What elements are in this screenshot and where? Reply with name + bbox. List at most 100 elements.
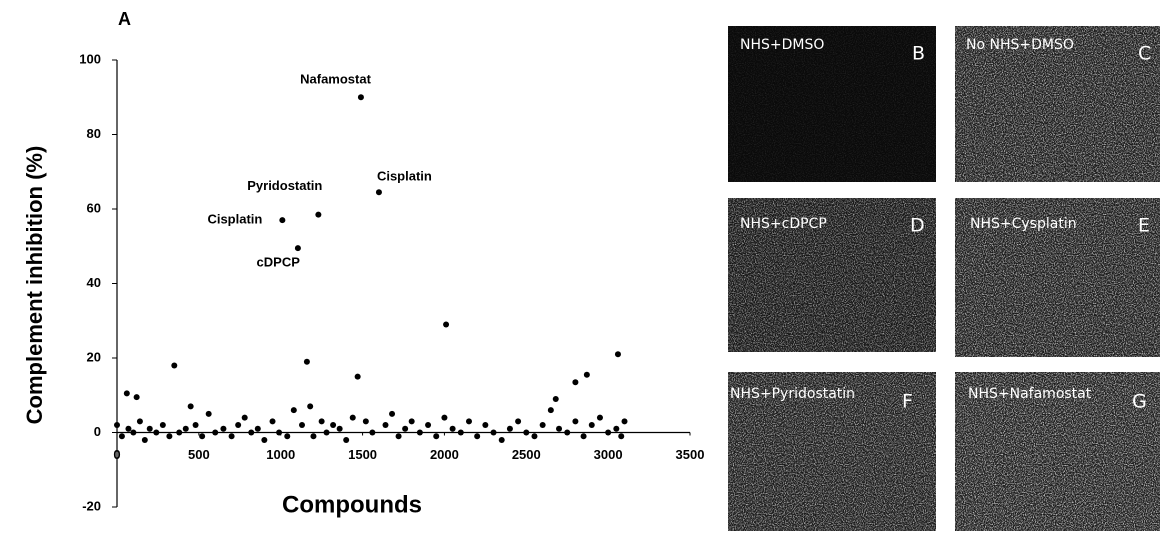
data-point <box>294 245 301 252</box>
data-point <box>547 407 554 414</box>
panel-letter: G <box>1132 391 1147 413</box>
data-point <box>498 436 505 443</box>
annotation: Pyridostatin <box>247 178 322 193</box>
y-tick-label: 40 <box>87 275 101 290</box>
data-point <box>362 418 369 425</box>
data-point <box>395 433 402 440</box>
data-point <box>375 189 382 196</box>
data-point <box>141 436 148 443</box>
image-noise <box>955 372 1160 531</box>
data-point <box>389 410 396 417</box>
y-axis-title: Complement inhibition (%) <box>22 146 47 425</box>
panel-caption: NHS+cDPCP <box>740 216 827 232</box>
data-point <box>153 429 160 436</box>
data-point <box>241 414 248 421</box>
panel-label: A <box>118 9 131 29</box>
data-point <box>146 425 153 432</box>
x-axis-title: Compounds <box>282 491 422 518</box>
image-noise <box>955 26 1160 182</box>
data-point <box>290 407 297 414</box>
x-tick-label: 3000 <box>594 447 623 462</box>
data-point <box>523 429 530 436</box>
data-point <box>315 211 322 218</box>
image-noise <box>955 198 1160 357</box>
data-point <box>583 371 590 378</box>
data-point <box>336 425 343 432</box>
data-point <box>303 358 310 365</box>
annotation: Cisplatin <box>377 169 432 184</box>
panel-caption: NHS+Cysplatin <box>970 216 1077 232</box>
data-point <box>449 425 456 432</box>
image-noise <box>728 372 936 531</box>
data-point <box>220 425 227 432</box>
data-point <box>182 425 189 432</box>
data-point <box>254 425 261 432</box>
data-point <box>284 433 291 440</box>
data-point <box>614 351 621 358</box>
data-point <box>588 422 595 429</box>
data-point <box>123 390 130 397</box>
data-point <box>369 429 376 436</box>
data-point <box>482 422 489 429</box>
panel: NHS+cDPCP D <box>728 198 936 352</box>
y-tick-label: -20 <box>82 498 101 513</box>
data-point <box>307 403 314 410</box>
data-point <box>248 429 255 436</box>
data-point <box>330 422 337 429</box>
data-point <box>130 429 137 436</box>
panel: No NHS+DMSO C <box>955 26 1160 182</box>
data-point <box>125 425 132 432</box>
data-point <box>228 433 235 440</box>
panel: NHS+Pyridostatin F <box>728 372 936 531</box>
data-point <box>618 433 625 440</box>
panel-letter: E <box>1138 215 1150 237</box>
data-point <box>269 418 276 425</box>
data-point <box>441 414 448 421</box>
y-tick-label: 0 <box>94 424 101 439</box>
data-point <box>349 414 356 421</box>
panel-caption: NHS+Pyridostatin <box>730 386 855 402</box>
y-tick-label: 20 <box>87 349 101 364</box>
annotation: Nafamostat <box>300 72 371 87</box>
x-tick-label: 3500 <box>676 447 705 462</box>
y-tick-label: 60 <box>87 200 101 215</box>
panel-letter: C <box>1138 43 1151 65</box>
data-point <box>416 429 423 436</box>
x-tick-label: 1000 <box>266 447 295 462</box>
x-tick-label: 2500 <box>512 447 541 462</box>
data-point <box>402 425 409 432</box>
data-point <box>596 414 603 421</box>
data-point <box>474 433 481 440</box>
y-tick-label: 100 <box>79 51 101 66</box>
panel-caption: NHS+Nafamostat <box>968 386 1092 402</box>
data-point <box>192 422 199 429</box>
data-point <box>425 422 432 429</box>
data-point <box>443 321 450 328</box>
data-point <box>298 422 305 429</box>
data-point <box>465 418 472 425</box>
data-point <box>235 422 242 429</box>
scatter-plot: A Compounds Complement inhibition (%) -2… <box>22 9 705 519</box>
x-tick-label: 2000 <box>430 447 459 462</box>
data-point <box>343 436 350 443</box>
panel-letter: B <box>912 43 925 65</box>
data-point <box>408 418 415 425</box>
data-point <box>212 429 219 436</box>
data-point <box>572 418 579 425</box>
data-point <box>506 425 513 432</box>
data-point <box>613 425 620 432</box>
data-point <box>276 429 283 436</box>
data-point <box>572 379 579 386</box>
x-tick-label: 500 <box>188 447 210 462</box>
data-point <box>357 94 364 101</box>
image-noise <box>728 198 936 352</box>
data-point <box>621 418 628 425</box>
data-point <box>310 433 317 440</box>
data-point <box>556 425 563 432</box>
data-point <box>457 429 464 436</box>
data-point <box>580 433 587 440</box>
data-point <box>261 436 268 443</box>
data-point <box>515 418 522 425</box>
data-point <box>136 418 143 425</box>
